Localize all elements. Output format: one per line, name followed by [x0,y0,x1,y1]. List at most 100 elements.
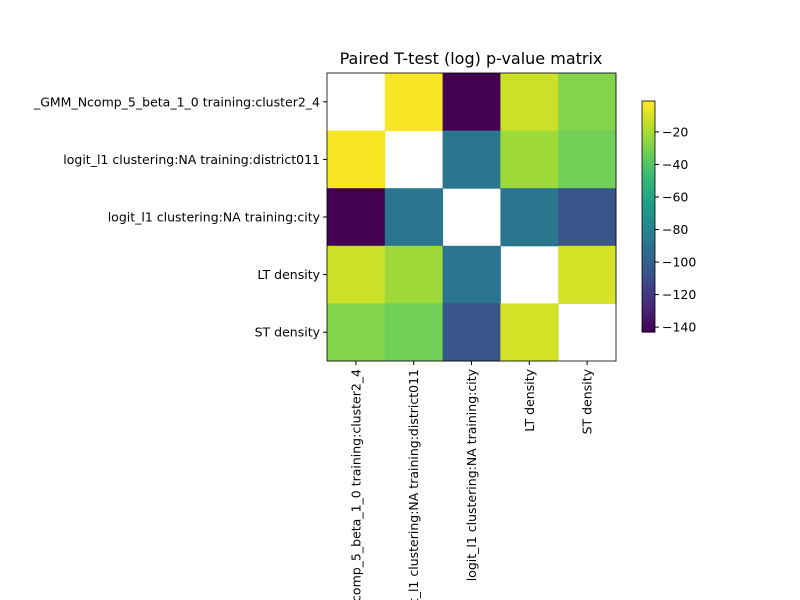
colorbar-segment [642,176,655,179]
colorbar-segment [642,129,655,133]
colorbar-segment [642,151,655,154]
colorbar-segment [642,181,655,185]
y-tick-label: logit_l1 clustering:NA training:district… [63,152,320,167]
colorbar-segment [642,204,655,208]
colorbar-segment [642,114,655,117]
colorbar-segment [642,124,655,127]
heatmap-cell [384,303,444,362]
colorbar-segment [642,266,655,270]
colorbar-segment [642,283,655,287]
colorbar-segment [642,303,655,306]
colorbar-segment [642,189,655,193]
colorbar-segment [642,249,655,252]
colorbar-segment [642,118,655,121]
colorbar-segment [642,224,655,227]
colorbar-segment [642,262,655,266]
heatmap-cell [500,188,559,247]
colorbar-segment [642,272,655,275]
colorbar-segment [642,193,655,196]
colorbar-segment [642,295,655,298]
colorbar-segment [642,149,655,152]
x-tick-label: _GMM_Ncomp_5_beta_1_0 training:cluster2_… [348,369,363,600]
heatmap-cell [327,188,386,247]
colorbar-segment [642,178,655,181]
colorbar-segment [642,195,655,198]
heatmap-cell [500,303,559,362]
colorbar-segment [642,241,655,245]
colorbar-segment [642,218,655,221]
colorbar-segment [642,106,655,110]
colorbar-segment [642,299,655,302]
colorbar-segment [642,228,655,231]
colorbar-segment [642,256,655,260]
colorbar-segment [642,287,655,291]
y-tick-label: _GMM_Ncomp_5_beta_1_0 training:cluster2_… [33,94,320,109]
colorbar-segment [642,172,655,175]
colorbar-segment [642,166,655,169]
colorbar-segment [642,191,655,194]
colorbar-segment [642,258,655,262]
colorbar-segment [642,280,655,283]
colorbar-segment [642,305,655,308]
colorbar-segment [642,156,655,160]
heatmap-cell [500,73,559,132]
colorbar-segment [642,308,655,312]
heatmap-cell [442,130,501,189]
colorbar-segment [642,322,655,325]
colorbar-segment [642,297,655,300]
heatmap-cell [442,73,501,132]
colorbar-tick-label: −80 [662,222,688,237]
heatmap-cell [327,245,386,304]
colorbar-segment [642,247,655,250]
colorbar-segment [642,214,655,218]
colorbar-tick-label: −20 [662,124,688,139]
colorbar-segment [642,253,655,256]
colorbar-segment [642,251,655,254]
colorbar-segment [642,239,655,243]
colorbar-segment [642,330,655,333]
colorbar-segment [642,328,655,331]
colorbar-segment [642,185,655,189]
heatmap-cell [384,73,444,132]
colorbar-segment [642,162,655,166]
colorbar-segment [642,210,655,214]
colorbar-segment [642,179,655,183]
heatmap-cell [384,245,444,304]
colorbar-segment [642,127,655,131]
colorbar-segment [642,122,655,125]
heatmap-cell [327,303,386,362]
colorbar-segment [642,137,655,141]
colorbar-segment [642,110,655,114]
colorbar-segment [642,141,655,144]
colorbar-segment [642,324,655,327]
colorbar-segment [642,170,655,173]
heatmap-cell [442,303,501,362]
colorbar-segment [642,291,655,295]
x-tick-label: logit_l1 clustering:NA training:city [464,368,479,581]
colorbar-segment [642,158,655,162]
colorbar-segment [642,108,655,112]
colorbar-segment [642,104,655,108]
colorbar-segment [642,135,655,139]
heatmap-cell [558,130,617,189]
colorbar-tick-label: −120 [662,287,696,302]
colorbar-segment [642,220,655,223]
colorbar-tick-label: −60 [662,189,688,204]
colorbar-segment [642,314,655,318]
colorbar-segment [642,203,655,206]
colorbar-segment [642,320,655,323]
colorbar-segment [642,116,655,119]
colorbar-segment [642,264,655,268]
y-tick-label: LT density [257,267,320,282]
colorbar-segment [642,139,655,143]
chart-title: Paired T-test (log) p-value matrix [340,49,603,68]
colorbar-segment [642,164,655,168]
colorbar-segment [642,152,655,156]
colorbar-segment [642,235,655,239]
colorbar-segment [642,255,655,258]
colorbar-segment [642,306,655,310]
colorbar-segment [642,231,655,235]
colorbar-segment [642,293,655,297]
